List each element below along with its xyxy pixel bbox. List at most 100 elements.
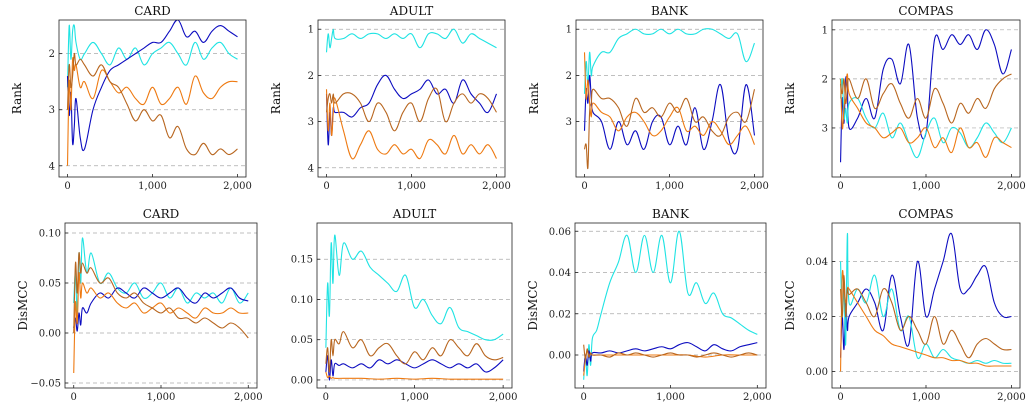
chart-title: COMPAS bbox=[898, 207, 953, 221]
series-group bbox=[66, 20, 238, 166]
x-tick-label: 0 bbox=[64, 181, 70, 192]
plot-frame bbox=[831, 19, 1021, 178]
panel-7: 0.00 0.02 0.04 0.06 0 1,000 2,000 BANK DisMCC bbox=[526, 207, 772, 403]
series-line-brown bbox=[325, 87, 497, 132]
y-tick-label: 0.00 bbox=[549, 351, 571, 362]
x-tick-label: 1,000 bbox=[147, 392, 176, 403]
y-tick-label: 0.10 bbox=[39, 229, 61, 240]
y-tick-label: 2 bbox=[566, 71, 572, 82]
y-tick-label: 2 bbox=[822, 74, 828, 85]
series-line-blue bbox=[66, 20, 238, 152]
y-tick-label: 0.05 bbox=[291, 335, 313, 346]
plot-frame bbox=[831, 222, 1021, 389]
y-tick-label: 0.10 bbox=[291, 295, 313, 306]
y-axis-label: Rank bbox=[783, 82, 797, 114]
y-tick-label: 2 bbox=[49, 49, 55, 60]
y-tick-label: 0.00 bbox=[39, 329, 61, 340]
x-tick-label: 0 bbox=[323, 181, 329, 192]
series-line-cyan bbox=[325, 234, 504, 348]
series-group bbox=[583, 28, 756, 170]
y-tick-label: −0.05 bbox=[30, 379, 61, 390]
x-tick-label: 1,000 bbox=[138, 181, 167, 192]
panel-3: 1 2 3 0 1,000 2,000 BANK Rank bbox=[527, 4, 769, 192]
y-tick-label: 1 bbox=[822, 25, 828, 36]
y-tick-label: 0.02 bbox=[806, 312, 828, 323]
y-tick-label: 4 bbox=[49, 161, 55, 172]
y-tick-label: 4 bbox=[308, 163, 314, 174]
series-line-blue bbox=[840, 29, 1012, 163]
series-line-blue bbox=[840, 232, 1012, 358]
x-tick-label: 2,000 bbox=[997, 392, 1026, 403]
series-line-orange bbox=[325, 371, 504, 380]
series-group bbox=[840, 29, 1012, 163]
x-tick-label: 2,000 bbox=[482, 181, 511, 192]
y-tick-label: 1 bbox=[308, 25, 314, 36]
y-tick-label: 3 bbox=[822, 123, 828, 134]
plot-frame bbox=[317, 19, 506, 178]
chart-title: ADULT bbox=[392, 207, 436, 221]
panel-8: 0.00 0.02 0.04 0 1,000 2,000 COMPAS DisMCC bbox=[783, 207, 1026, 403]
series-group bbox=[840, 232, 1012, 372]
plot-frame bbox=[64, 222, 258, 389]
y-axis-label: Rank bbox=[10, 82, 24, 114]
series-line-brown bbox=[840, 274, 1012, 359]
series-group bbox=[325, 28, 498, 160]
panel-2: 1 2 3 40 1,000 2,000 ADULT Rank bbox=[269, 4, 511, 192]
series-line-cyan bbox=[840, 233, 1012, 365]
series-line-blue bbox=[325, 74, 498, 146]
x-tick-label: 2,000 bbox=[489, 392, 518, 403]
plot-frame bbox=[316, 222, 513, 389]
x-tick-label: 1,000 bbox=[655, 181, 684, 192]
chart-title: COMPAS bbox=[898, 4, 953, 18]
chart-title: BANK bbox=[652, 207, 690, 221]
series-line-cyan bbox=[73, 237, 249, 314]
series-line-blue bbox=[73, 287, 249, 332]
series-line-brown bbox=[583, 344, 758, 360]
x-tick-label: 2,000 bbox=[223, 181, 252, 192]
x-tick-label: 0 bbox=[581, 181, 587, 192]
y-tick-label: 0.02 bbox=[549, 309, 571, 320]
series-line-brown bbox=[583, 88, 756, 170]
x-tick-label: 1,000 bbox=[400, 392, 429, 403]
x-tick-label: 2,000 bbox=[740, 181, 769, 192]
y-tick-label: 0.00 bbox=[806, 367, 828, 378]
series-group bbox=[325, 234, 504, 381]
y-tick-label: 3 bbox=[49, 105, 55, 116]
chart-title: CARD bbox=[134, 4, 171, 18]
plot-frame bbox=[58, 19, 247, 178]
series-line-orange bbox=[325, 89, 497, 160]
series-group bbox=[583, 230, 758, 380]
x-tick-label: 1,000 bbox=[912, 392, 941, 403]
series-line-cyan bbox=[66, 24, 238, 88]
y-tick-label: 0.06 bbox=[549, 227, 571, 238]
y-tick-label: 0.04 bbox=[806, 257, 828, 268]
x-tick-label: 0 bbox=[323, 392, 329, 403]
y-axis-label: DisMCC bbox=[16, 280, 30, 330]
series-group bbox=[73, 237, 249, 374]
panel-1: 2 3 40 1,000 2,000 CARD Rank bbox=[10, 4, 252, 192]
series-line-brown bbox=[66, 52, 238, 156]
series-line-orange bbox=[66, 57, 238, 166]
y-tick-label: 0.15 bbox=[291, 255, 313, 266]
x-tick-label: 0 bbox=[71, 392, 77, 403]
series-line-brown bbox=[325, 331, 504, 373]
series-line-orange bbox=[840, 269, 1012, 372]
y-tick-label: 3 bbox=[566, 117, 572, 128]
chart-title: BANK bbox=[651, 4, 689, 18]
series-line-blue bbox=[583, 74, 756, 155]
y-tick-label: 0.04 bbox=[549, 268, 571, 279]
y-tick-label: 0.05 bbox=[39, 279, 61, 290]
series-line-orange bbox=[583, 350, 758, 376]
series-line-cyan bbox=[583, 28, 756, 94]
panel-6: 0.00 0.05 0.10 0.15 0 1,000 2,000 ADULT bbox=[291, 207, 518, 403]
x-tick-label: 1,000 bbox=[397, 181, 426, 192]
x-tick-label: 0 bbox=[837, 181, 843, 192]
panel-4: 1 2 3 0 1,000 2,000 COMPAS Rank bbox=[783, 4, 1026, 192]
x-tick-label: 0 bbox=[837, 392, 843, 403]
series-line-cyan bbox=[325, 28, 497, 53]
series-line-orange bbox=[583, 52, 756, 146]
x-tick-label: 0 bbox=[580, 392, 586, 403]
y-tick-label: 1 bbox=[566, 25, 572, 36]
x-tick-label: 2,000 bbox=[997, 181, 1026, 192]
